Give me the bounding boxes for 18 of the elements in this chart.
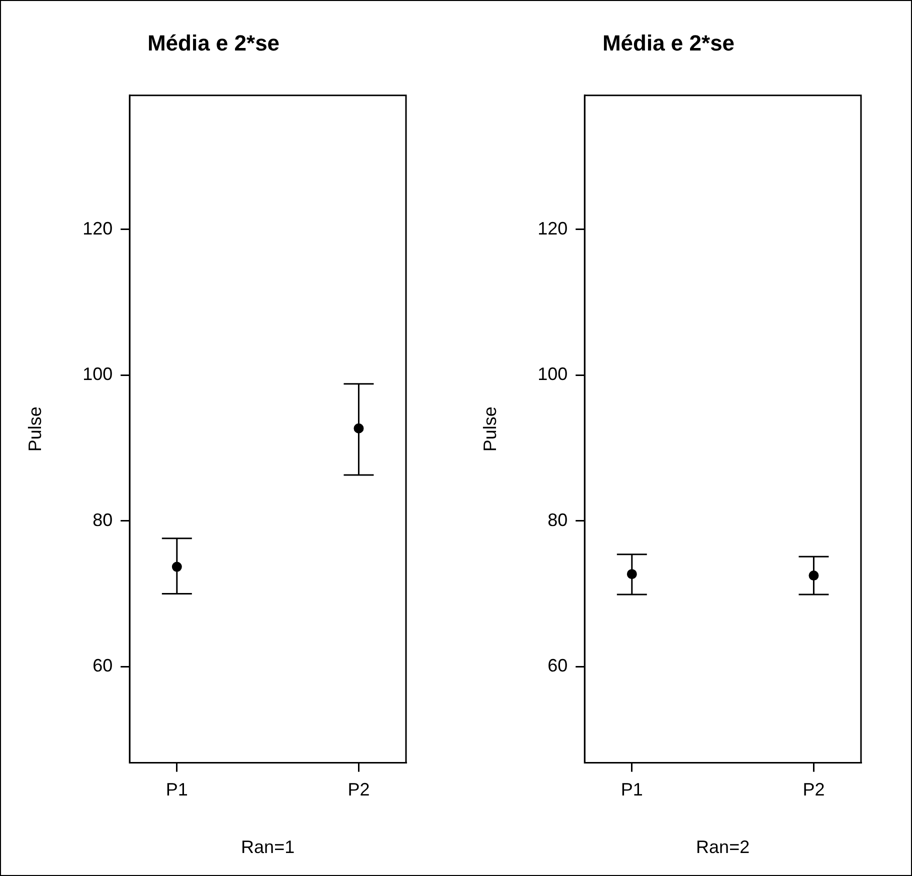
y-tick-label: 60	[92, 656, 113, 676]
y-tick-label: 100	[82, 364, 113, 384]
chart-title: Média e 2*se	[602, 30, 735, 56]
x-tick-label: P2	[802, 780, 825, 800]
y-tick-label: 100	[538, 364, 568, 384]
x-tick-label: P2	[348, 780, 370, 800]
y-axis-title: Pulse	[480, 406, 500, 452]
x-axis-title: Ran=1	[241, 837, 295, 858]
y-tick-label: 120	[538, 218, 568, 238]
y-tick-label: 60	[548, 656, 568, 676]
y-axis-title: Pulse	[24, 406, 45, 452]
y-tick-label: 80	[92, 510, 113, 530]
chart-title: Média e 2*se	[147, 30, 280, 56]
y-tick-label: 120	[82, 218, 113, 238]
x-axis-title: Ran=2	[696, 837, 750, 858]
x-tick-label: P1	[620, 780, 643, 800]
y-tick-label: 80	[548, 510, 568, 530]
x-tick-label: P1	[166, 780, 188, 800]
